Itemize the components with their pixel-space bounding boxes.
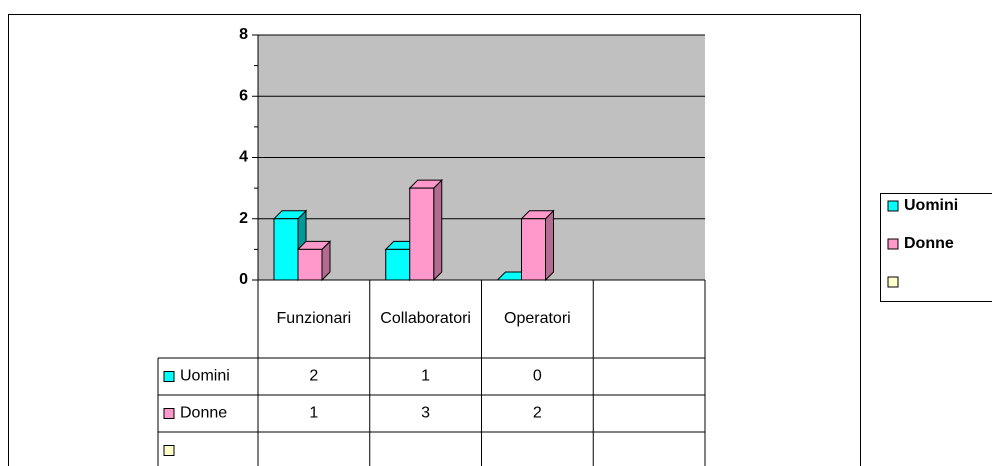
table-value: 2: [533, 405, 542, 422]
table-value: 3: [421, 405, 430, 422]
category-label: Collaboratori: [380, 310, 471, 327]
x-tick-label: Collaboratori: [380, 310, 471, 327]
y-tick-label: 0: [239, 271, 248, 288]
y-tick-label: 2: [239, 210, 248, 227]
bar: [520, 209, 555, 282]
legend-label: Uomini: [904, 197, 958, 214]
table-value: 2: [309, 368, 318, 385]
bar: [408, 178, 443, 282]
table-swatch: [163, 371, 175, 382]
bar-front: [385, 248, 411, 281]
bar: [296, 240, 332, 282]
category-label: Funzionari: [276, 310, 352, 327]
bar-side: [545, 209, 554, 282]
table-swatch: [163, 445, 175, 456]
x-tick-label: Funzionari: [276, 310, 352, 327]
table-value: 1: [421, 368, 430, 385]
legend-swatch: [887, 238, 899, 250]
table-row-label: Donne: [180, 405, 227, 422]
y-tick-label: 8: [239, 26, 248, 43]
bar-side: [433, 178, 443, 282]
x-tick-label: Operatori: [504, 310, 571, 327]
bar-front: [521, 218, 546, 281]
table-row-label: Uomini: [180, 368, 230, 385]
bar-front: [297, 248, 323, 281]
table-value: 0: [533, 368, 542, 385]
legend-swatch: [887, 200, 899, 212]
legend-box: [880, 193, 992, 302]
table-swatch: [163, 408, 175, 419]
y-tick-label: 6: [239, 87, 248, 104]
bar-front: [409, 187, 435, 281]
category-label: Operatori: [504, 310, 571, 327]
y-tick-label: 4: [239, 149, 248, 166]
legend-swatch: [887, 276, 899, 288]
table-value: 1: [309, 405, 318, 422]
legend-label: Donne: [904, 235, 954, 252]
bar-front: [273, 218, 299, 281]
